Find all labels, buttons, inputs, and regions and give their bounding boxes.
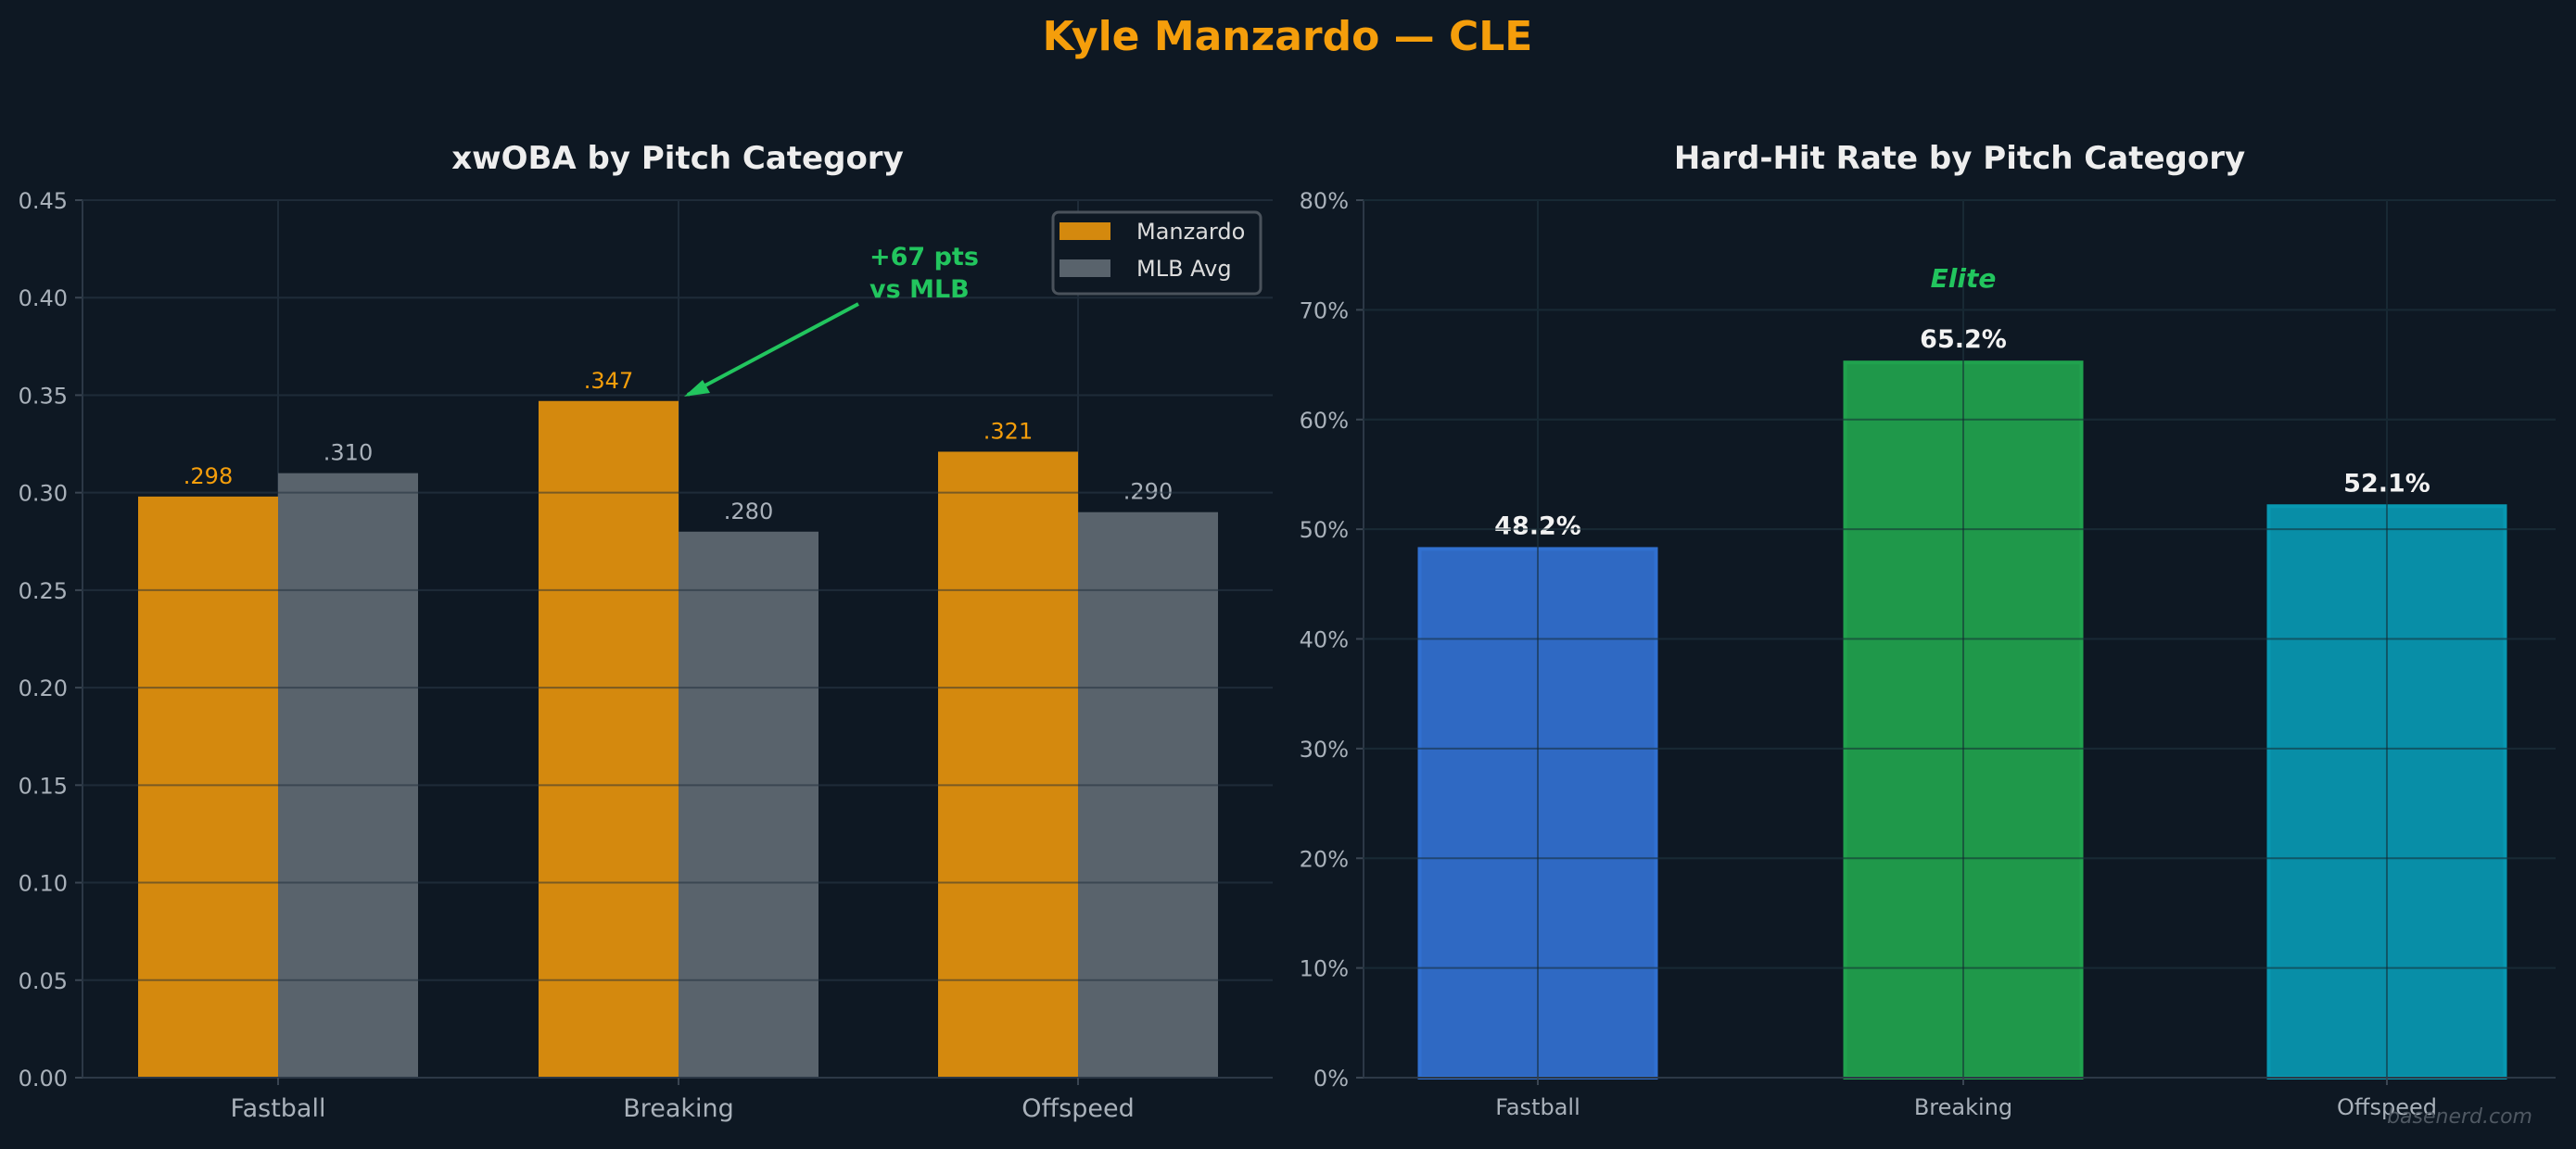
y-tick-label: 10% — [1300, 956, 1349, 982]
data-label: .310 — [324, 440, 373, 466]
hard-hit-chart: 0% 10% 20% 30% 40% 50% 60% 70% 80% Hard-Hit Rate … — [1300, 140, 2556, 1120]
legend-label: MLB Avg — [1136, 256, 1232, 282]
bar-mlb-avg — [278, 473, 418, 1079]
chart-title: xwOBA by Pitch Category — [451, 140, 904, 177]
legend-swatch — [1060, 222, 1110, 240]
y-tick-label: 20% — [1300, 846, 1349, 872]
bar-mlb-avg — [1078, 511, 1218, 1078]
y-tick-label: 0.30 — [19, 481, 68, 507]
figure-title: Kyle Manzardo — CLE — [1043, 13, 1533, 60]
y-tick-label: 60% — [1300, 408, 1349, 434]
y-tick-label: 0.25 — [19, 578, 68, 604]
y-tick-label: 0.35 — [19, 383, 68, 409]
y-tick-label: 50% — [1300, 517, 1349, 543]
y-tick-label: 0.10 — [19, 871, 68, 897]
chart-title: Hard-Hit Rate by Pitch Category — [1674, 140, 2245, 177]
legend-label: Manzardo — [1136, 219, 1245, 245]
y-tick-label: 80% — [1300, 188, 1349, 214]
arrow-head-icon — [684, 380, 710, 397]
data-label: .347 — [584, 368, 633, 394]
y-tick-label: 0.05 — [19, 968, 68, 994]
bar-manzardo — [539, 400, 679, 1078]
bar-manzardo — [138, 496, 278, 1078]
annotation-text: vs MLB — [869, 275, 970, 304]
data-label: .298 — [184, 463, 233, 489]
y-tick-label: 0.40 — [19, 285, 68, 311]
bar-mlb-avg — [679, 531, 818, 1078]
y-tick-label: 30% — [1300, 737, 1349, 763]
data-label: .280 — [724, 499, 773, 524]
y-tick-label: 0.00 — [19, 1066, 68, 1092]
y-tick-label: 0.15 — [19, 773, 68, 799]
annotation-text: Elite — [1931, 263, 1997, 294]
x-tick-label: Fastball — [231, 1094, 326, 1123]
watermark: basenerd.com — [2387, 1105, 2532, 1129]
data-label: .321 — [983, 418, 1033, 444]
legend-swatch — [1060, 259, 1110, 277]
bar-manzardo — [938, 451, 1078, 1078]
x-tick-label: Breaking — [623, 1094, 734, 1123]
y-tick-label: 40% — [1300, 627, 1349, 653]
x-tick-label: Breaking — [1914, 1094, 2012, 1120]
xwoba-chart: 0.00 0.05 0.10 0.15 0.20 0.25 0.30 0.35 0.40 0.45… — [19, 140, 1273, 1123]
y-tick-label: 70% — [1300, 297, 1349, 323]
annotation-text: +67 pts — [869, 243, 979, 271]
x-tick-label: Offspeed — [2337, 1094, 2437, 1120]
y-tick-label: 0% — [1313, 1066, 1349, 1092]
y-tick-label: 0.45 — [19, 188, 68, 214]
x-tick-label: Offspeed — [1022, 1094, 1134, 1123]
y-tick-label: 0.20 — [19, 676, 68, 701]
annotation-arrow — [687, 302, 859, 397]
x-tick-label: Fastball — [1495, 1094, 1580, 1120]
